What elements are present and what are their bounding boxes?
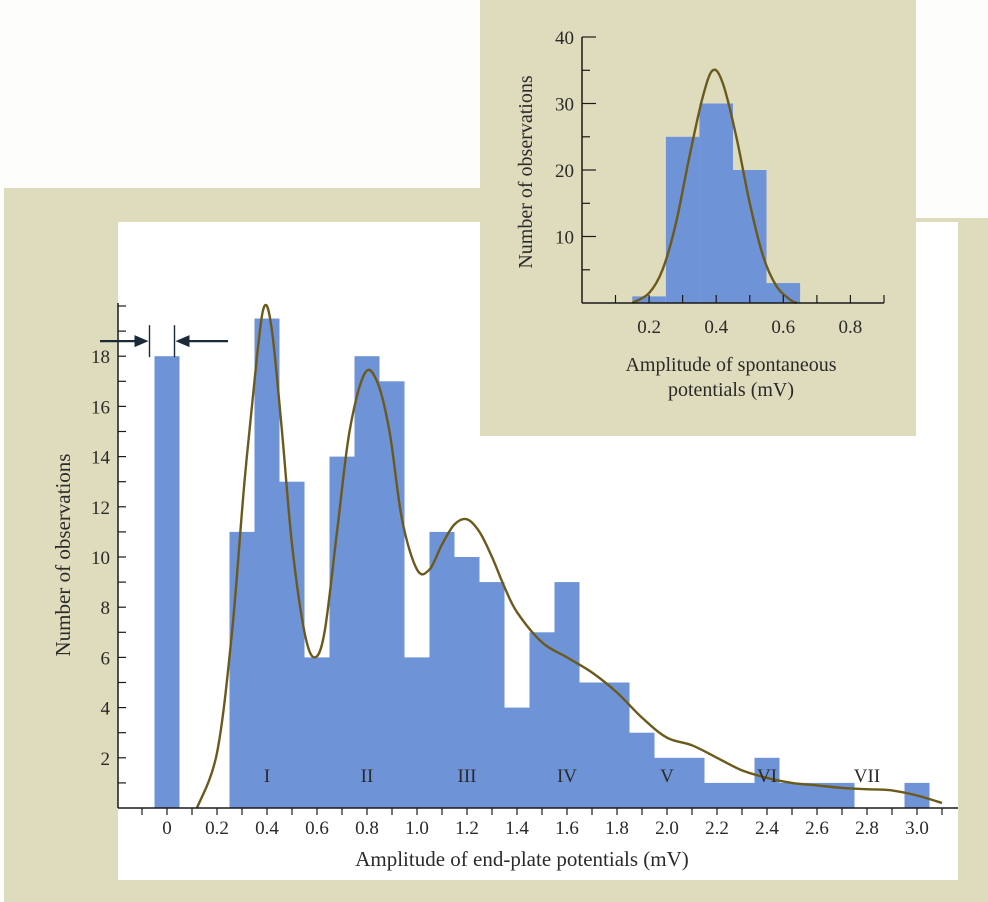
peak-label: VI <box>757 766 777 787</box>
main-y-tick-label: 6 <box>101 648 111 669</box>
main-x-tick-label: 0.2 <box>205 818 229 839</box>
main-x-tick-label: 1.6 <box>555 818 579 839</box>
main-x-tick-label: 1.2 <box>455 818 479 839</box>
histogram-bar <box>304 657 330 808</box>
histogram-bar <box>229 531 255 808</box>
inset-fit-curve <box>631 68 798 305</box>
inset-x-tick-label: 0.4 <box>704 317 728 338</box>
histogram-bar <box>429 531 455 808</box>
histogram-bar <box>679 757 705 808</box>
main-y-tick-label: 14 <box>91 448 111 469</box>
histogram-bar <box>754 757 780 808</box>
inset-histogram-bars <box>632 103 801 304</box>
peak-label: I <box>264 766 270 787</box>
histogram-bar <box>329 456 355 808</box>
main-x-tick-label: 2.0 <box>655 818 679 839</box>
inset-y-tick-label: 20 <box>555 161 574 182</box>
inset-y-tick-label: 30 <box>555 95 574 116</box>
main-y-tick-label: 10 <box>91 548 110 569</box>
main-x-tick-label: 1.8 <box>605 818 629 839</box>
main-axes: 2 4 6 8 10 12 14 16 18 0 0.2 0.4 0.6 0.8 1.0 1.2 1.4 1.6 1… <box>91 303 958 839</box>
inset-y-tick-label: 40 <box>555 28 574 49</box>
inset-histogram-bar <box>665 136 700 304</box>
main-x-tick-label: 0 <box>162 818 172 839</box>
inset-y-axis-title: Number of observations <box>515 75 537 269</box>
inset-axes: 10 20 30 40 0.2 0.4 0.6 0.8 <box>555 28 885 338</box>
histogram-bar <box>629 732 655 808</box>
histogram-bar <box>454 557 480 808</box>
inset-histogram-bar <box>699 103 733 303</box>
inset-histogram-bar <box>733 170 767 303</box>
arrow-left-icon <box>175 335 190 348</box>
main-y-axis-title: Number of observations <box>51 454 75 657</box>
inset-x-tick-label: 0.2 <box>637 317 661 338</box>
main-y-tick-label: 18 <box>91 347 110 368</box>
main-y-tick-label: 16 <box>91 397 110 418</box>
gap-marker <box>100 325 228 358</box>
main-x-tick-label: 0.8 <box>355 818 379 839</box>
histogram-bar <box>704 782 730 808</box>
histogram-bar <box>654 757 680 808</box>
main-x-tick-label: 0.4 <box>255 818 279 839</box>
histogram-bar <box>529 632 555 808</box>
main-histogram-bars <box>154 318 930 808</box>
histogram-bar <box>579 682 605 808</box>
main-y-tick-label: 2 <box>101 749 111 770</box>
main-x-tick-label: 2.2 <box>705 818 729 839</box>
peak-label: IV <box>557 766 577 787</box>
main-x-tick-label: 2.8 <box>855 818 879 839</box>
arrow-right-icon <box>134 335 149 348</box>
histogram-bar <box>154 356 180 808</box>
histogram-bar <box>554 582 580 808</box>
histogram-bar <box>779 782 805 808</box>
main-fit-curve <box>195 303 943 809</box>
main-y-tick-label: 4 <box>101 699 111 720</box>
histogram-bar <box>604 682 630 808</box>
main-x-tick-label: 3.0 <box>905 818 929 839</box>
main-y-tick-label: 8 <box>101 598 111 619</box>
peak-label: III <box>458 766 477 787</box>
histogram-bar <box>479 582 505 808</box>
histogram-bar <box>404 657 430 808</box>
main-x-tick-label: 1.4 <box>505 818 529 839</box>
peak-label: II <box>361 766 374 787</box>
peak-label: V <box>660 766 674 787</box>
histogram-bar <box>354 356 380 808</box>
histogram-bar <box>254 318 280 808</box>
main-peak-labels: I II III IV V VI VII <box>264 766 880 787</box>
main-x-tick-label: 2.4 <box>755 818 779 839</box>
peak-label: VII <box>854 766 880 787</box>
histogram-bar <box>504 707 530 808</box>
inset-x-axis-title: Amplitude of spontaneous potentials (mV) <box>625 354 836 401</box>
main-x-tick-label: 1.0 <box>405 818 429 839</box>
histogram-bar <box>729 782 755 808</box>
inset-x-tick-label: 0.6 <box>771 317 795 338</box>
main-y-tick-label: 12 <box>91 498 110 519</box>
main-x-tick-label: 2.6 <box>805 818 829 839</box>
main-x-tick-label: 0.6 <box>305 818 329 839</box>
inset-x-tick-label: 0.8 <box>839 317 863 338</box>
main-x-axis-title: Amplitude of end-plate potentials (mV) <box>355 847 689 871</box>
inset-y-tick-label: 10 <box>555 228 574 249</box>
